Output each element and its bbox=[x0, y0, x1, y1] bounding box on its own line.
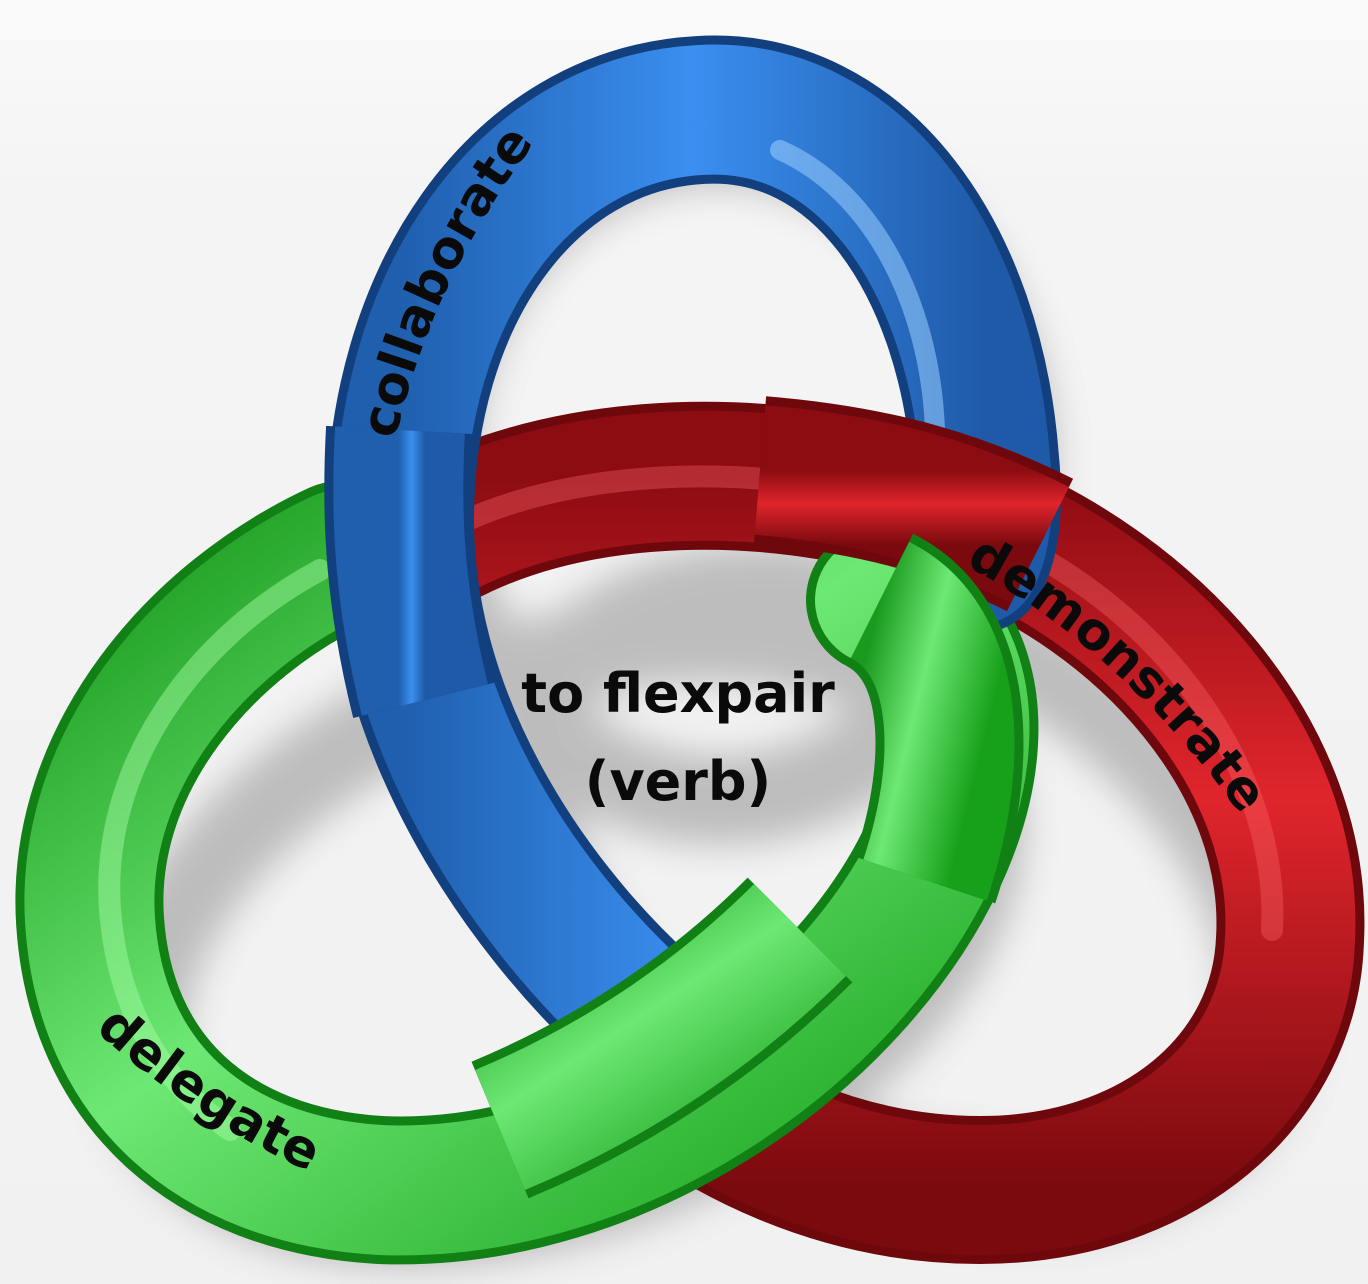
blue-over-green-crossing bbox=[324, 425, 497, 718]
green-over-blue-crossing bbox=[471, 877, 853, 1199]
blue-loop bbox=[325, 35, 1061, 1084]
center-label-line1: to flexpair bbox=[521, 662, 835, 725]
center-label-line2: (verb) bbox=[585, 750, 771, 813]
green-over-red-crossing bbox=[843, 533, 1024, 904]
red-over-blue-crossing bbox=[753, 396, 1074, 612]
